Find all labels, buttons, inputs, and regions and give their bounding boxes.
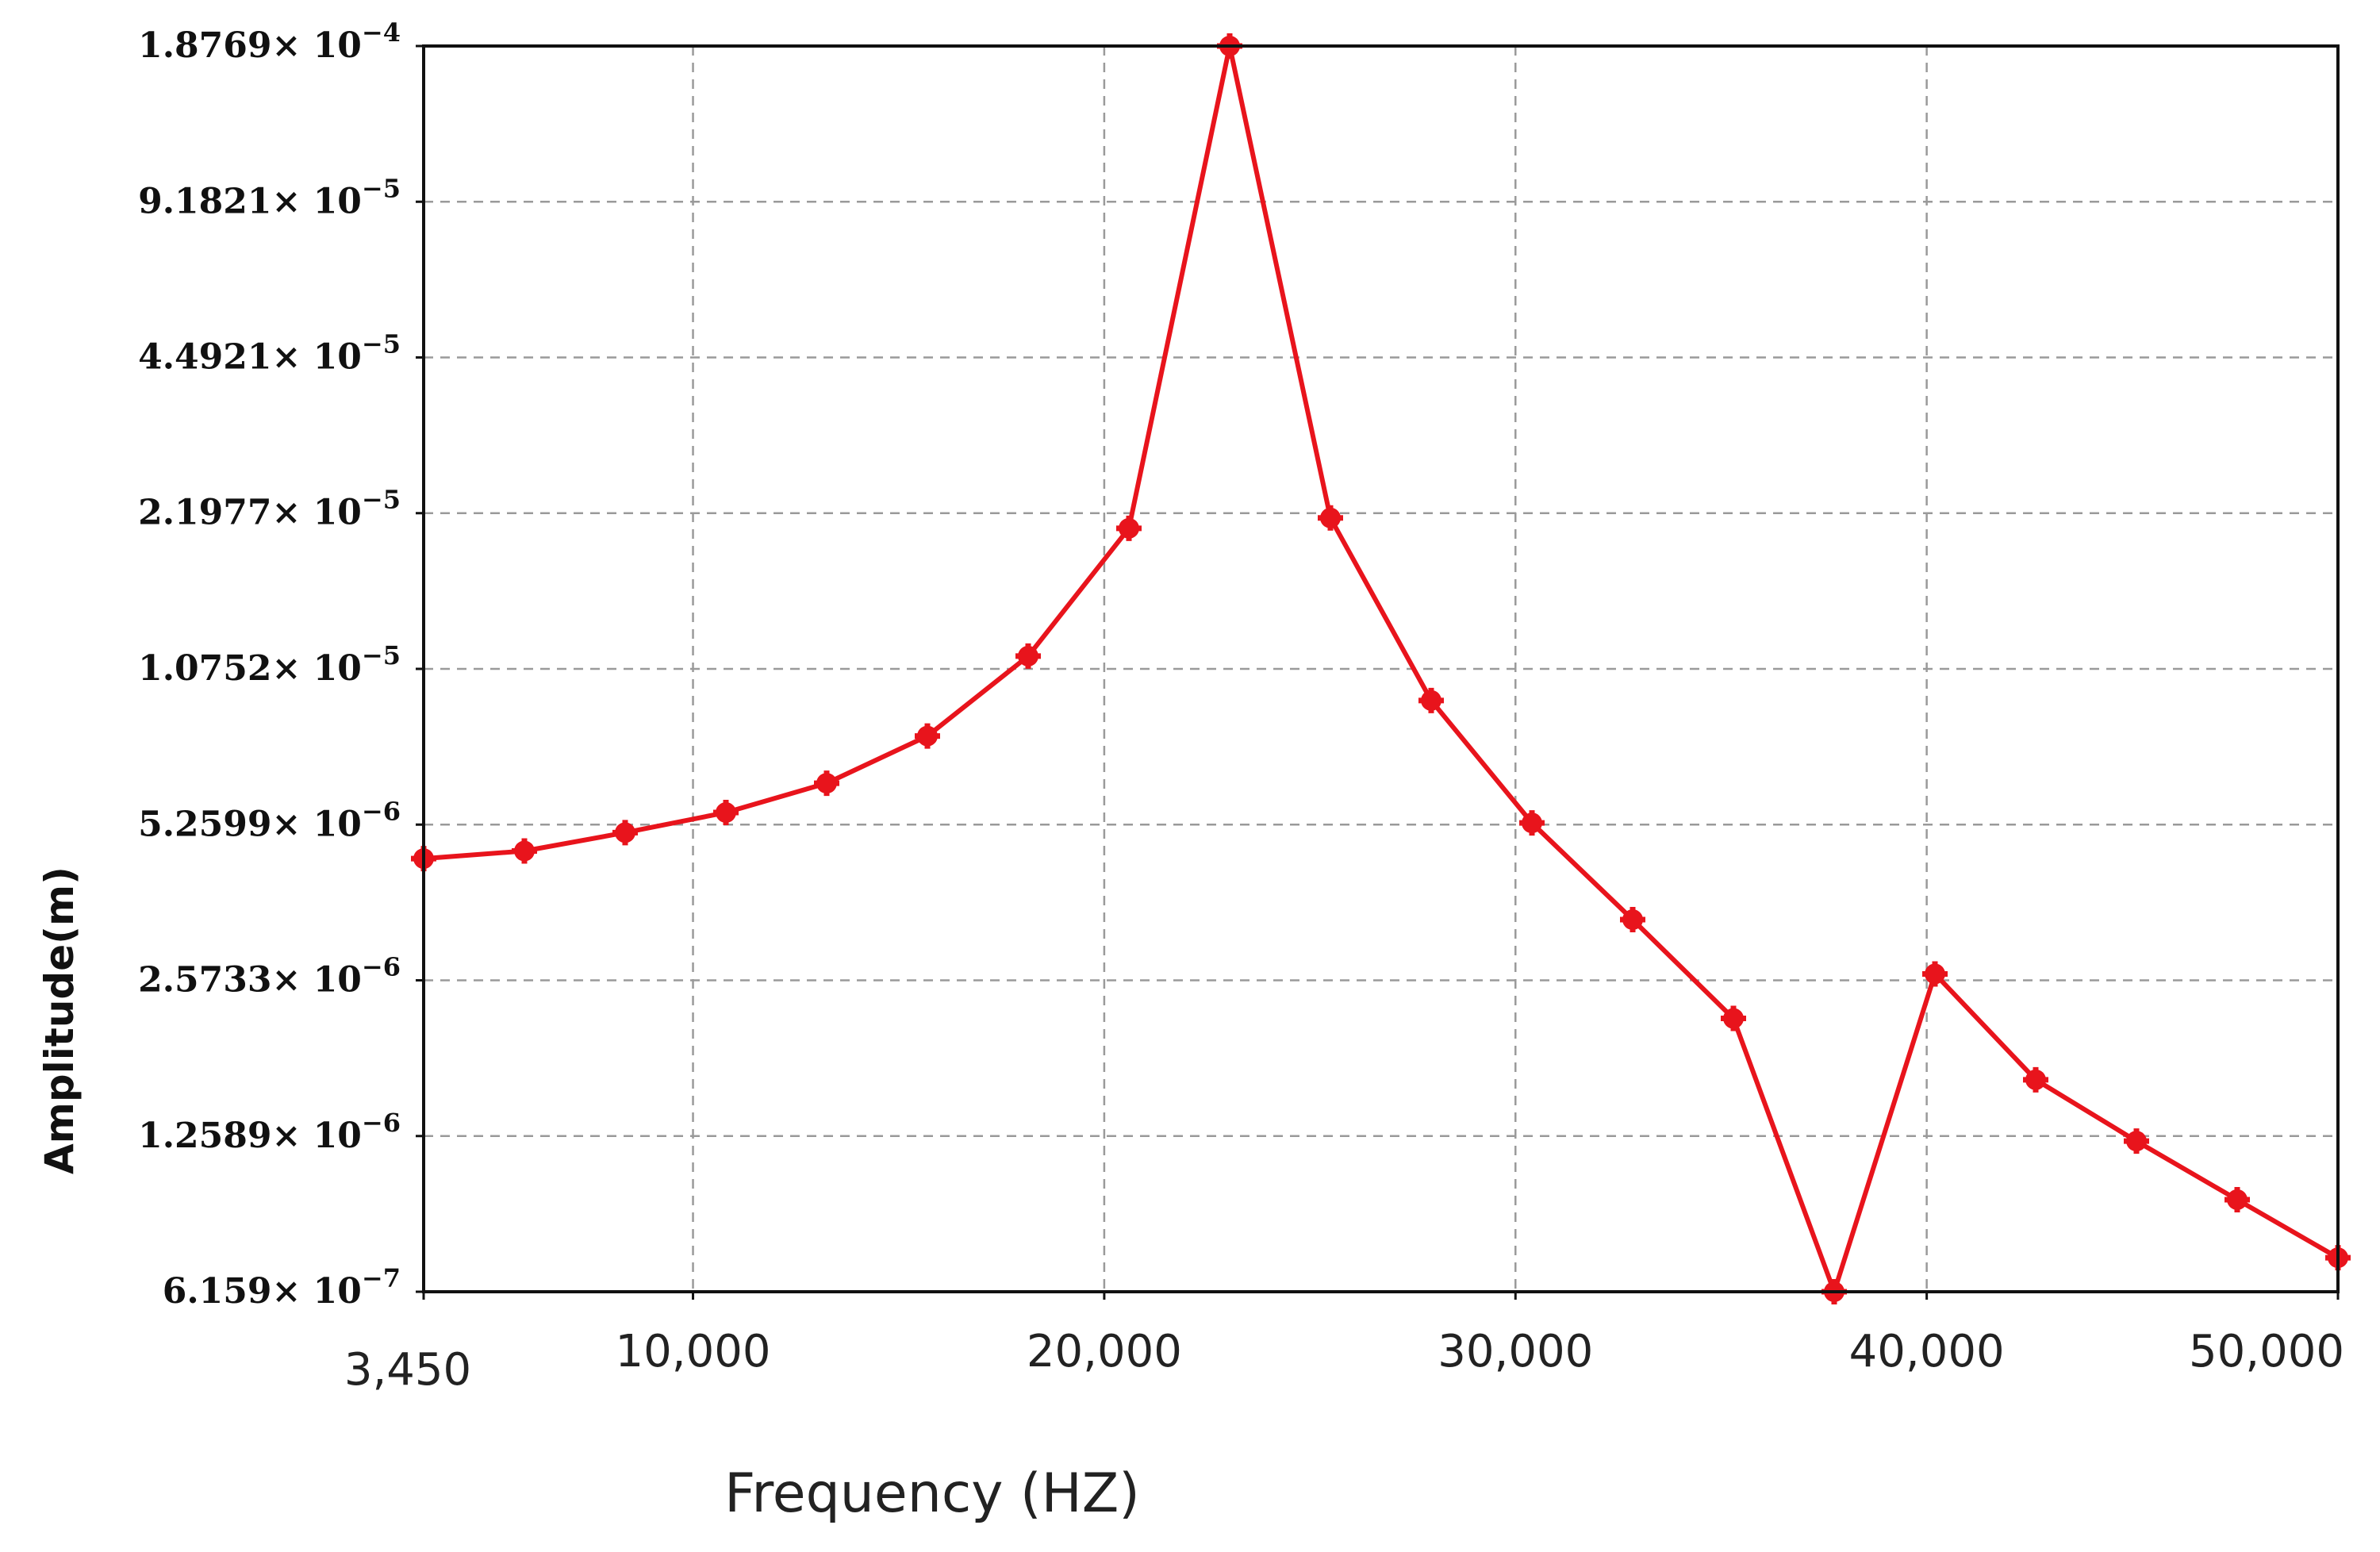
y-tick-labels: 1.8769× 10−4 9.1821× 10−5 4.4921× 10−5 2.19… [138,17,424,1312]
x-axis-label: Frequency (HZ) [724,1462,1140,1525]
data-point [1418,687,1444,713]
data-point [814,770,839,797]
y-tick-label: 1.8769× 10−4 [138,17,401,66]
series-line-layer [423,44,2340,1294]
grid-lines [424,46,2338,1292]
x-tick-label: 20,000 [1027,1326,1182,1377]
data-point [2124,1128,2149,1154]
data-point [915,723,940,749]
data-point [1620,907,1645,933]
x-tick-label: 30,000 [1438,1326,1593,1377]
y-tick-label: 2.1977× 10−5 [138,485,401,533]
data-point [512,838,537,864]
y-tick-label: 2.5733× 10−6 [138,952,401,1001]
y-tick-label: 1.2589× 10−6 [138,1108,401,1156]
data-point [1721,1005,1746,1031]
data-point [1922,961,1948,987]
x-tick-label: 3,450 [344,1344,471,1396]
x-tick-label: 40,000 [1849,1326,2005,1377]
data-point [2023,1066,2048,1093]
y-tick-label: 4.4921× 10−5 [138,329,401,378]
data-point [2225,1186,2250,1212]
data-point [713,800,739,826]
y-tick-label: 5.2599× 10−6 [138,796,401,844]
x-tick-labels: 3,450 10,000 20,000 30,000 40,000 50,000 [344,1292,2344,1396]
data-point [1015,643,1041,669]
data-point [612,820,638,846]
y-tick-label: 1.0752× 10−5 [138,640,401,689]
x-tick-label: 50,000 [2189,1326,2344,1377]
data-point [1519,810,1545,836]
y-tick-label: 9.1821× 10−5 [138,173,401,221]
series-line [423,44,2340,1294]
x-tick-label: 10,000 [616,1326,771,1377]
data-point [1116,515,1142,541]
y-tick-label: 6.159× 10−7 [163,1263,401,1312]
data-point [1318,505,1343,531]
y-axis-label: Amplitude(m) [36,866,83,1174]
